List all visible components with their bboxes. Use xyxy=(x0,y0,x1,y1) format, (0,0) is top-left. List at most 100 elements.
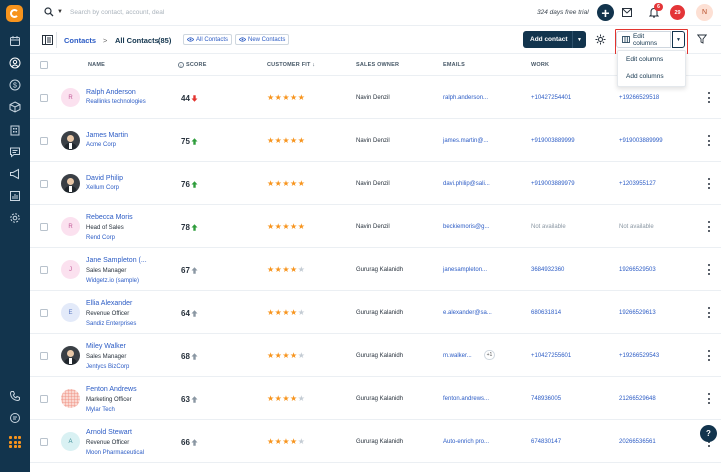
contact-company-link[interactable]: Widgetz.io (sample) xyxy=(86,278,140,284)
table-row[interactable]: R Ralph Anderson Reallinks technologies 44 ★… xyxy=(30,76,721,119)
calendar-icon[interactable] xyxy=(8,34,22,48)
contact-company-link[interactable]: Mylar Tech xyxy=(86,407,115,413)
search-icon[interactable] xyxy=(44,7,54,17)
column-header-customer-fit[interactable]: CUSTOMER FIT ↓ xyxy=(267,62,315,68)
row-more-options-icon[interactable] xyxy=(707,92,711,103)
table-row[interactable]: Fenton Andrews Marketing Officer Mylar Tec… xyxy=(30,377,721,420)
global-search-input[interactable] xyxy=(70,6,370,19)
row-checkbox[interactable] xyxy=(40,180,48,188)
row-more-options-icon[interactable] xyxy=(707,350,711,361)
list-settings-icon[interactable] xyxy=(595,34,606,45)
row-checkbox[interactable] xyxy=(40,266,48,274)
avatar[interactable]: E xyxy=(61,303,80,322)
search-scope-caret-icon[interactable]: ▼ xyxy=(57,9,63,15)
menu-item-add-columns[interactable]: Add columns xyxy=(626,73,664,80)
contact-company-link[interactable]: Xellum Corp xyxy=(86,185,120,191)
filter-icon[interactable] xyxy=(697,34,707,44)
column-header-work[interactable]: WORK xyxy=(531,62,550,68)
contact-company-link[interactable]: Rend Corp xyxy=(86,235,116,241)
campaigns-icon[interactable] xyxy=(8,167,22,181)
mobile-phone[interactable]: +19266529518 xyxy=(619,95,660,101)
mobile-phone[interactable]: +1203955127 xyxy=(619,181,656,187)
column-header-emails[interactable]: EMAILS xyxy=(443,62,465,68)
row-more-options-icon[interactable] xyxy=(707,264,711,275)
column-header-name[interactable]: NAME xyxy=(88,62,105,68)
row-checkbox[interactable] xyxy=(40,137,48,145)
avatar[interactable] xyxy=(61,174,80,193)
more-emails-badge[interactable]: +1 xyxy=(484,350,495,360)
table-row[interactable]: R Rebecca Moris Head of Sales Rend Corp 78 ★★… xyxy=(30,205,721,248)
mobile-phone[interactable]: 21266529648 xyxy=(619,396,656,402)
contact-company-link[interactable]: Acme Corp xyxy=(86,142,117,148)
row-more-options-icon[interactable] xyxy=(707,307,711,318)
column-header-score[interactable]: i SCORE xyxy=(178,62,207,68)
email-link[interactable]: janesampleton... xyxy=(443,267,488,273)
app-logo-icon[interactable] xyxy=(6,5,23,22)
contact-name-link[interactable]: Ellia Alexander xyxy=(86,300,133,307)
email-link[interactable]: e.alexander@sa... xyxy=(443,310,492,316)
avatar[interactable]: A xyxy=(61,432,80,451)
reports-icon[interactable] xyxy=(8,189,22,203)
row-checkbox[interactable] xyxy=(40,352,48,360)
contact-name-link[interactable]: Miley Walker xyxy=(86,343,126,350)
chat-icon[interactable] xyxy=(8,145,22,159)
products-icon[interactable] xyxy=(8,100,22,114)
menu-item-edit-columns[interactable]: Edit columns xyxy=(626,56,664,63)
row-checkbox[interactable] xyxy=(40,309,48,317)
table-row[interactable]: A Arnold Stewart Revenue Officer Moon Pharm… xyxy=(30,420,721,463)
mobile-phone[interactable]: 19266529613 xyxy=(619,310,656,316)
table-row[interactable]: David Philip Xellum Corp 76 ★★★★★ Navin Denz… xyxy=(30,162,721,205)
contact-company-link[interactable]: Moon Pharmaceutical xyxy=(86,450,145,456)
email-link[interactable]: Auto-enrich pro... xyxy=(443,439,490,445)
table-row[interactable]: Miley Walker Sales Manager Jentycs BizCorp… xyxy=(30,334,721,377)
add-contact-caret-icon[interactable]: ▼ xyxy=(572,31,586,48)
row-more-options-icon[interactable] xyxy=(707,178,711,189)
email-link[interactable]: beckiemoris@g... xyxy=(443,224,490,230)
deals-icon[interactable]: $ xyxy=(8,78,22,92)
work-phone[interactable]: +919003889999 xyxy=(531,138,575,144)
contact-company-link[interactable]: Jentycs BizCorp xyxy=(86,364,130,370)
mail-icon[interactable] xyxy=(622,8,632,17)
avatar[interactable] xyxy=(61,131,80,150)
contact-name-link[interactable]: James Martin xyxy=(86,132,129,139)
avatar[interactable]: J xyxy=(61,260,80,279)
table-row[interactable]: E Ellia Alexander Revenue Officer Sandiz En… xyxy=(30,291,721,334)
row-checkbox[interactable] xyxy=(40,395,48,403)
work-phone[interactable]: +10427255601 xyxy=(531,353,572,359)
avatar[interactable] xyxy=(61,346,80,365)
email-link[interactable]: ralph.anderson... xyxy=(443,95,489,101)
sidebar-toggle-icon[interactable] xyxy=(42,35,53,45)
contact-name-link[interactable]: Fenton Andrews xyxy=(86,386,137,393)
row-more-options-icon[interactable] xyxy=(707,393,711,404)
avatar[interactable] xyxy=(61,389,80,408)
contacts-icon[interactable] xyxy=(8,56,22,70)
mobile-phone[interactable]: 20266536561 xyxy=(619,439,656,445)
row-checkbox[interactable] xyxy=(40,438,48,446)
row-more-options-icon[interactable] xyxy=(707,221,711,232)
work-phone[interactable]: 680631814 xyxy=(531,310,562,316)
row-checkbox[interactable] xyxy=(40,94,48,102)
email-link[interactable]: m.walker... xyxy=(443,353,472,359)
work-phone[interactable]: 748936005 xyxy=(531,396,562,402)
avatar[interactable]: R xyxy=(61,88,80,107)
work-phone[interactable]: +919003889979 xyxy=(531,181,575,187)
add-contact-button[interactable]: Add contact ▼ xyxy=(523,31,586,48)
contact-company-link[interactable]: Reallinks technologies xyxy=(86,99,146,105)
view-new-contacts-chip[interactable]: New Contacts xyxy=(235,34,290,45)
phone-icon[interactable] xyxy=(8,389,22,403)
apps-grid-icon[interactable] xyxy=(9,436,21,448)
contact-name-link[interactable]: Ralph Anderson xyxy=(86,89,136,96)
alerts-count-badge[interactable]: 29 xyxy=(670,5,685,20)
user-avatar[interactable]: N xyxy=(696,4,713,21)
row-more-options-icon[interactable] xyxy=(707,135,711,146)
email-link[interactable]: davi.philip@sali... xyxy=(443,181,490,187)
contact-name-link[interactable]: David Philip xyxy=(86,175,123,182)
email-link[interactable]: james.martin@... xyxy=(443,138,489,144)
row-checkbox[interactable] xyxy=(40,223,48,231)
messages-icon[interactable] xyxy=(8,411,22,425)
edit-columns-dropdown-toggle[interactable]: ▼ xyxy=(672,31,685,48)
breadcrumb-contacts-link[interactable]: Contacts xyxy=(64,36,97,45)
table-row[interactable]: J Jane Sampleton (... Sales Manager Widgetz… xyxy=(30,248,721,291)
select-all-checkbox[interactable] xyxy=(40,61,48,69)
accounts-icon[interactable] xyxy=(8,123,22,137)
